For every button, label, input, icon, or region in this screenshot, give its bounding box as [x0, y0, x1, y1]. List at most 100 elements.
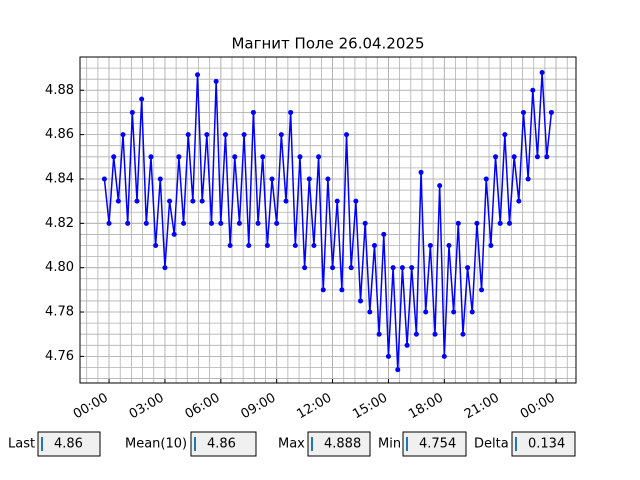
point — [353, 198, 359, 204]
point — [376, 331, 382, 337]
point — [548, 109, 554, 115]
plot-frame — [79, 56, 577, 384]
field-box[interactable] — [402, 431, 467, 457]
point — [432, 331, 438, 337]
point — [292, 243, 298, 249]
point — [199, 198, 205, 204]
point — [255, 220, 261, 226]
field-value: 4.754 — [419, 437, 456, 452]
field-box[interactable] — [511, 431, 576, 457]
point — [534, 154, 540, 160]
point — [176, 154, 182, 160]
point — [288, 109, 294, 115]
point — [525, 176, 531, 182]
point — [437, 183, 443, 189]
point — [409, 265, 415, 271]
point — [348, 265, 354, 271]
point — [264, 243, 270, 249]
point — [167, 198, 173, 204]
point — [302, 265, 308, 271]
point — [395, 367, 401, 373]
chart-title: Магнит Поле 26.04.2025 — [231, 35, 424, 53]
field-label: Max — [278, 437, 305, 452]
point — [362, 220, 368, 226]
x-tick-label: 00:00 — [518, 391, 558, 423]
point — [423, 309, 429, 315]
y-tick-label: 4.82 — [45, 216, 74, 231]
point — [260, 154, 266, 160]
point — [460, 331, 466, 337]
point — [474, 220, 480, 226]
point — [278, 132, 284, 138]
point — [358, 298, 364, 304]
field-value: 4.888 — [324, 437, 361, 452]
point — [185, 132, 191, 138]
y-tick-label: 4.78 — [45, 305, 74, 320]
point — [399, 265, 405, 271]
point — [404, 342, 410, 348]
point — [446, 243, 452, 249]
point — [530, 87, 536, 93]
point — [297, 154, 303, 160]
point — [539, 70, 545, 76]
point — [274, 220, 280, 226]
point — [241, 132, 247, 138]
y-tick-label: 4.80 — [45, 260, 74, 275]
point — [162, 265, 168, 271]
point — [120, 132, 126, 138]
point — [516, 198, 522, 204]
point — [171, 231, 177, 237]
point — [246, 243, 252, 249]
x-tick-label: 12:00 — [294, 391, 334, 423]
point — [390, 265, 396, 271]
field-box[interactable] — [190, 431, 257, 457]
point — [465, 265, 471, 271]
point — [469, 309, 475, 315]
point — [488, 243, 494, 249]
point — [520, 109, 526, 115]
field-value: 4.86 — [207, 437, 236, 452]
point — [483, 176, 489, 182]
point — [115, 198, 121, 204]
point — [479, 287, 485, 293]
point — [493, 154, 499, 160]
y-tick-label: 4.86 — [45, 127, 74, 142]
point — [139, 96, 145, 102]
series-line — [103, 72, 553, 370]
point — [325, 176, 331, 182]
point — [371, 243, 377, 249]
point — [385, 353, 391, 359]
field-label: Mean(10) — [125, 437, 187, 452]
y-tick-label: 4.84 — [45, 171, 74, 186]
point — [544, 154, 550, 160]
point — [320, 287, 326, 293]
point — [232, 154, 238, 160]
point — [208, 220, 214, 226]
point — [441, 353, 447, 359]
field-label: Last — [8, 437, 35, 452]
field-box[interactable] — [307, 431, 371, 457]
x-tick-label: 21:00 — [462, 391, 502, 423]
x-tick-label: 06:00 — [183, 391, 223, 423]
point — [311, 243, 317, 249]
point — [344, 132, 350, 138]
point — [148, 154, 154, 160]
point — [111, 154, 117, 160]
point — [330, 265, 336, 271]
point — [213, 78, 219, 84]
point — [427, 243, 433, 249]
x-tick-label: 09:00 — [238, 391, 278, 423]
field-box[interactable] — [37, 431, 101, 457]
y-tick-label: 4.76 — [45, 349, 74, 364]
point — [129, 109, 135, 115]
point — [218, 220, 224, 226]
point — [190, 198, 196, 204]
point — [269, 176, 275, 182]
point — [250, 109, 256, 115]
point — [143, 220, 149, 226]
point — [306, 176, 312, 182]
point — [134, 198, 140, 204]
point — [125, 220, 131, 226]
point — [511, 154, 517, 160]
